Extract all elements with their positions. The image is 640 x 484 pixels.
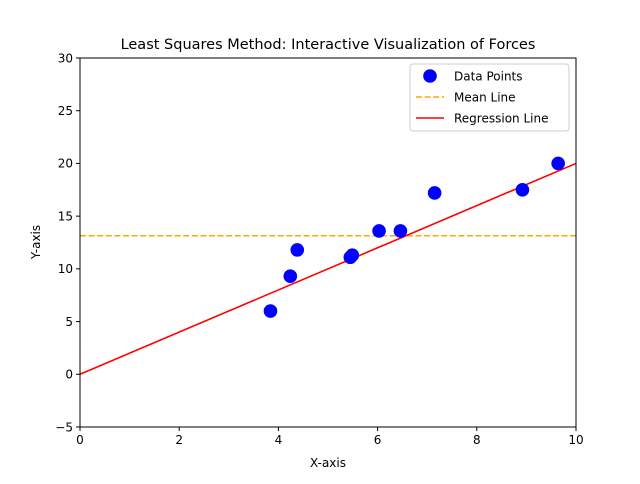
x-tick-label: 6 — [374, 433, 382, 447]
legend-box — [409, 63, 570, 132]
legend-marker — [423, 69, 437, 83]
legend-entry: Mean Line — [416, 91, 516, 105]
legend-label: Mean Line — [454, 91, 516, 105]
y-tick-label: 15 — [58, 209, 73, 223]
data-point — [263, 304, 278, 318]
data-point — [345, 248, 360, 262]
x-tick-label: 10 — [568, 433, 583, 447]
y-tick-label: 20 — [58, 157, 73, 171]
plot-area — [80, 156, 576, 376]
chart-title: Least Squares Method: Interactive Visual… — [121, 37, 536, 53]
x-tick-label: 2 — [175, 433, 183, 447]
data-point — [290, 243, 305, 257]
legend: Data Points Mean Line Regression Line — [409, 63, 570, 132]
legend-label: Data Points — [454, 70, 523, 84]
regression-line — [80, 162, 576, 376]
x-tick-label: 0 — [76, 433, 84, 447]
data-point — [283, 269, 298, 284]
y-tick-label: 30 — [58, 51, 73, 65]
legend-entry: Data Points — [423, 69, 523, 84]
y-axis-label: Y-axis — [29, 225, 43, 260]
y-tick-label: −5 — [55, 420, 73, 434]
y-tick-label: 0 — [65, 368, 73, 382]
y-tick-label: 25 — [58, 104, 73, 118]
data-point — [427, 186, 442, 200]
legend-label: Regression Line — [454, 112, 548, 126]
axes-frame — [79, 57, 577, 428]
plot-series — [80, 156, 576, 376]
data-point — [515, 182, 530, 197]
x-axis-label: X-axis — [310, 456, 346, 470]
data-point — [551, 156, 565, 171]
data-point — [393, 224, 408, 238]
y-tick-label: 5 — [65, 315, 73, 329]
data-point — [372, 224, 386, 238]
legend-entry: Regression Line — [416, 112, 548, 126]
x-tick-label: 4 — [275, 433, 283, 447]
x-tick-label: 8 — [473, 433, 481, 447]
y-tick-label: 10 — [58, 262, 73, 276]
